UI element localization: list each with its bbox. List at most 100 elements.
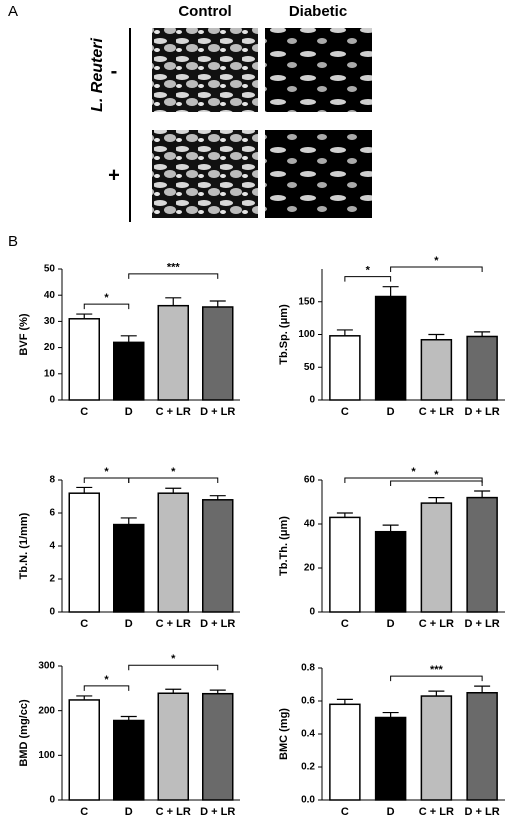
y-tick-label: 0.6 (301, 696, 315, 707)
y-tick-label: 0.2 (301, 762, 315, 773)
micro-ct-image (265, 130, 372, 218)
y-tick-label: 20 (304, 563, 316, 574)
y-tick-label: 150 (298, 296, 315, 307)
row-title: L. Reuteri (89, 38, 106, 112)
bar (157, 492, 189, 613)
bar (374, 530, 407, 613)
significance-label: * (434, 255, 439, 267)
x-tick-label: D + LR (200, 406, 235, 418)
x-tick-label: C (80, 406, 88, 418)
bar (374, 295, 407, 401)
y-tick-label: 40 (304, 519, 316, 530)
significance-bracket (128, 477, 219, 483)
y-tick-label: 0.0 (301, 795, 315, 806)
bar (202, 306, 234, 401)
y-tick-label: 0 (309, 607, 315, 618)
x-tick-label: C + LR (156, 406, 191, 418)
bar (420, 695, 453, 801)
significance-bracket (344, 276, 392, 282)
x-tick-label: D (125, 406, 133, 418)
significance-label: * (104, 292, 109, 304)
y-tick-label: 6 (49, 508, 55, 519)
bar (466, 335, 498, 401)
bar (329, 516, 361, 613)
significance-label: * (171, 466, 176, 478)
significance-bracket (83, 303, 130, 310)
y-tick-label: 2 (49, 574, 55, 585)
x-tick-label: C + LR (419, 618, 454, 630)
bar (113, 523, 145, 613)
micro-ct-image (152, 28, 258, 112)
x-tick-label: D (387, 618, 395, 630)
y-tick-label: 0 (49, 795, 55, 806)
x-tick-label: C + LR (156, 618, 191, 630)
x-tick-label: D (387, 406, 395, 418)
row-label: + (108, 164, 120, 186)
x-tick-label: C (80, 806, 88, 818)
y-tick-label: 10 (44, 368, 56, 379)
micro-ct-image (152, 130, 258, 218)
bar (113, 341, 145, 401)
significance-bracket (128, 273, 219, 279)
y-tick-label: 50 (44, 264, 56, 275)
y-tick-label: 30 (44, 316, 56, 327)
significance-label: * (104, 674, 109, 686)
significance-label: * (104, 466, 109, 478)
bar (329, 703, 361, 801)
x-tick-label: D (125, 806, 133, 818)
significance-bracket (128, 664, 219, 671)
bar (202, 692, 234, 801)
significance-label: * (411, 466, 416, 478)
y-tick-label: 0.4 (301, 729, 315, 740)
x-tick-label: C + LR (419, 806, 454, 818)
x-tick-label: D + LR (200, 806, 235, 818)
y-tick-label: 0 (49, 395, 55, 406)
significance-bracket (390, 675, 483, 682)
y-tick-label: 8 (49, 475, 55, 486)
significance-label: *** (430, 664, 444, 676)
y-tick-label: 300 (38, 661, 55, 672)
column-label: Control (178, 3, 231, 20)
significance-bracket (390, 266, 483, 272)
significance-bracket (344, 477, 483, 483)
significance-label: * (434, 469, 439, 481)
bar (113, 719, 145, 801)
x-tick-label: D + LR (465, 406, 500, 418)
y-tick-label: 60 (304, 475, 316, 486)
bar (157, 692, 189, 801)
y-axis-label: Tb.Sp. (μm) (278, 304, 290, 365)
y-tick-label: 0.8 (301, 663, 315, 674)
bar (68, 492, 100, 613)
y-axis-label: Tb.Th. (μm) (278, 516, 290, 576)
x-tick-label: C + LR (156, 806, 191, 818)
y-axis-label: BMC (mg) (278, 708, 290, 760)
bar (466, 692, 498, 801)
y-tick-label: 0 (309, 395, 315, 406)
y-axis-label: Tb.N. (1/mm) (18, 512, 30, 579)
significance-bracket (83, 685, 130, 691)
significance-label: * (366, 265, 371, 277)
x-tick-label: D + LR (465, 806, 500, 818)
y-tick-label: 20 (44, 342, 56, 353)
bar (466, 496, 498, 613)
x-tick-label: D (387, 806, 395, 818)
significance-bracket (390, 480, 483, 486)
bar (420, 338, 453, 401)
bar (420, 502, 453, 613)
x-tick-label: D (125, 618, 133, 630)
significance-bracket (83, 477, 130, 483)
y-tick-label: 100 (298, 329, 315, 340)
bar (202, 499, 234, 613)
y-tick-label: 4 (49, 541, 55, 552)
bar (68, 699, 100, 801)
panel-label: B (8, 233, 18, 250)
x-tick-label: C (341, 406, 349, 418)
bar (68, 318, 100, 401)
y-tick-label: 50 (304, 362, 316, 373)
panel-label: A (8, 3, 18, 20)
x-tick-label: D + LR (200, 618, 235, 630)
x-tick-label: D + LR (465, 618, 500, 630)
significance-label: *** (167, 262, 181, 274)
x-tick-label: C (341, 806, 349, 818)
